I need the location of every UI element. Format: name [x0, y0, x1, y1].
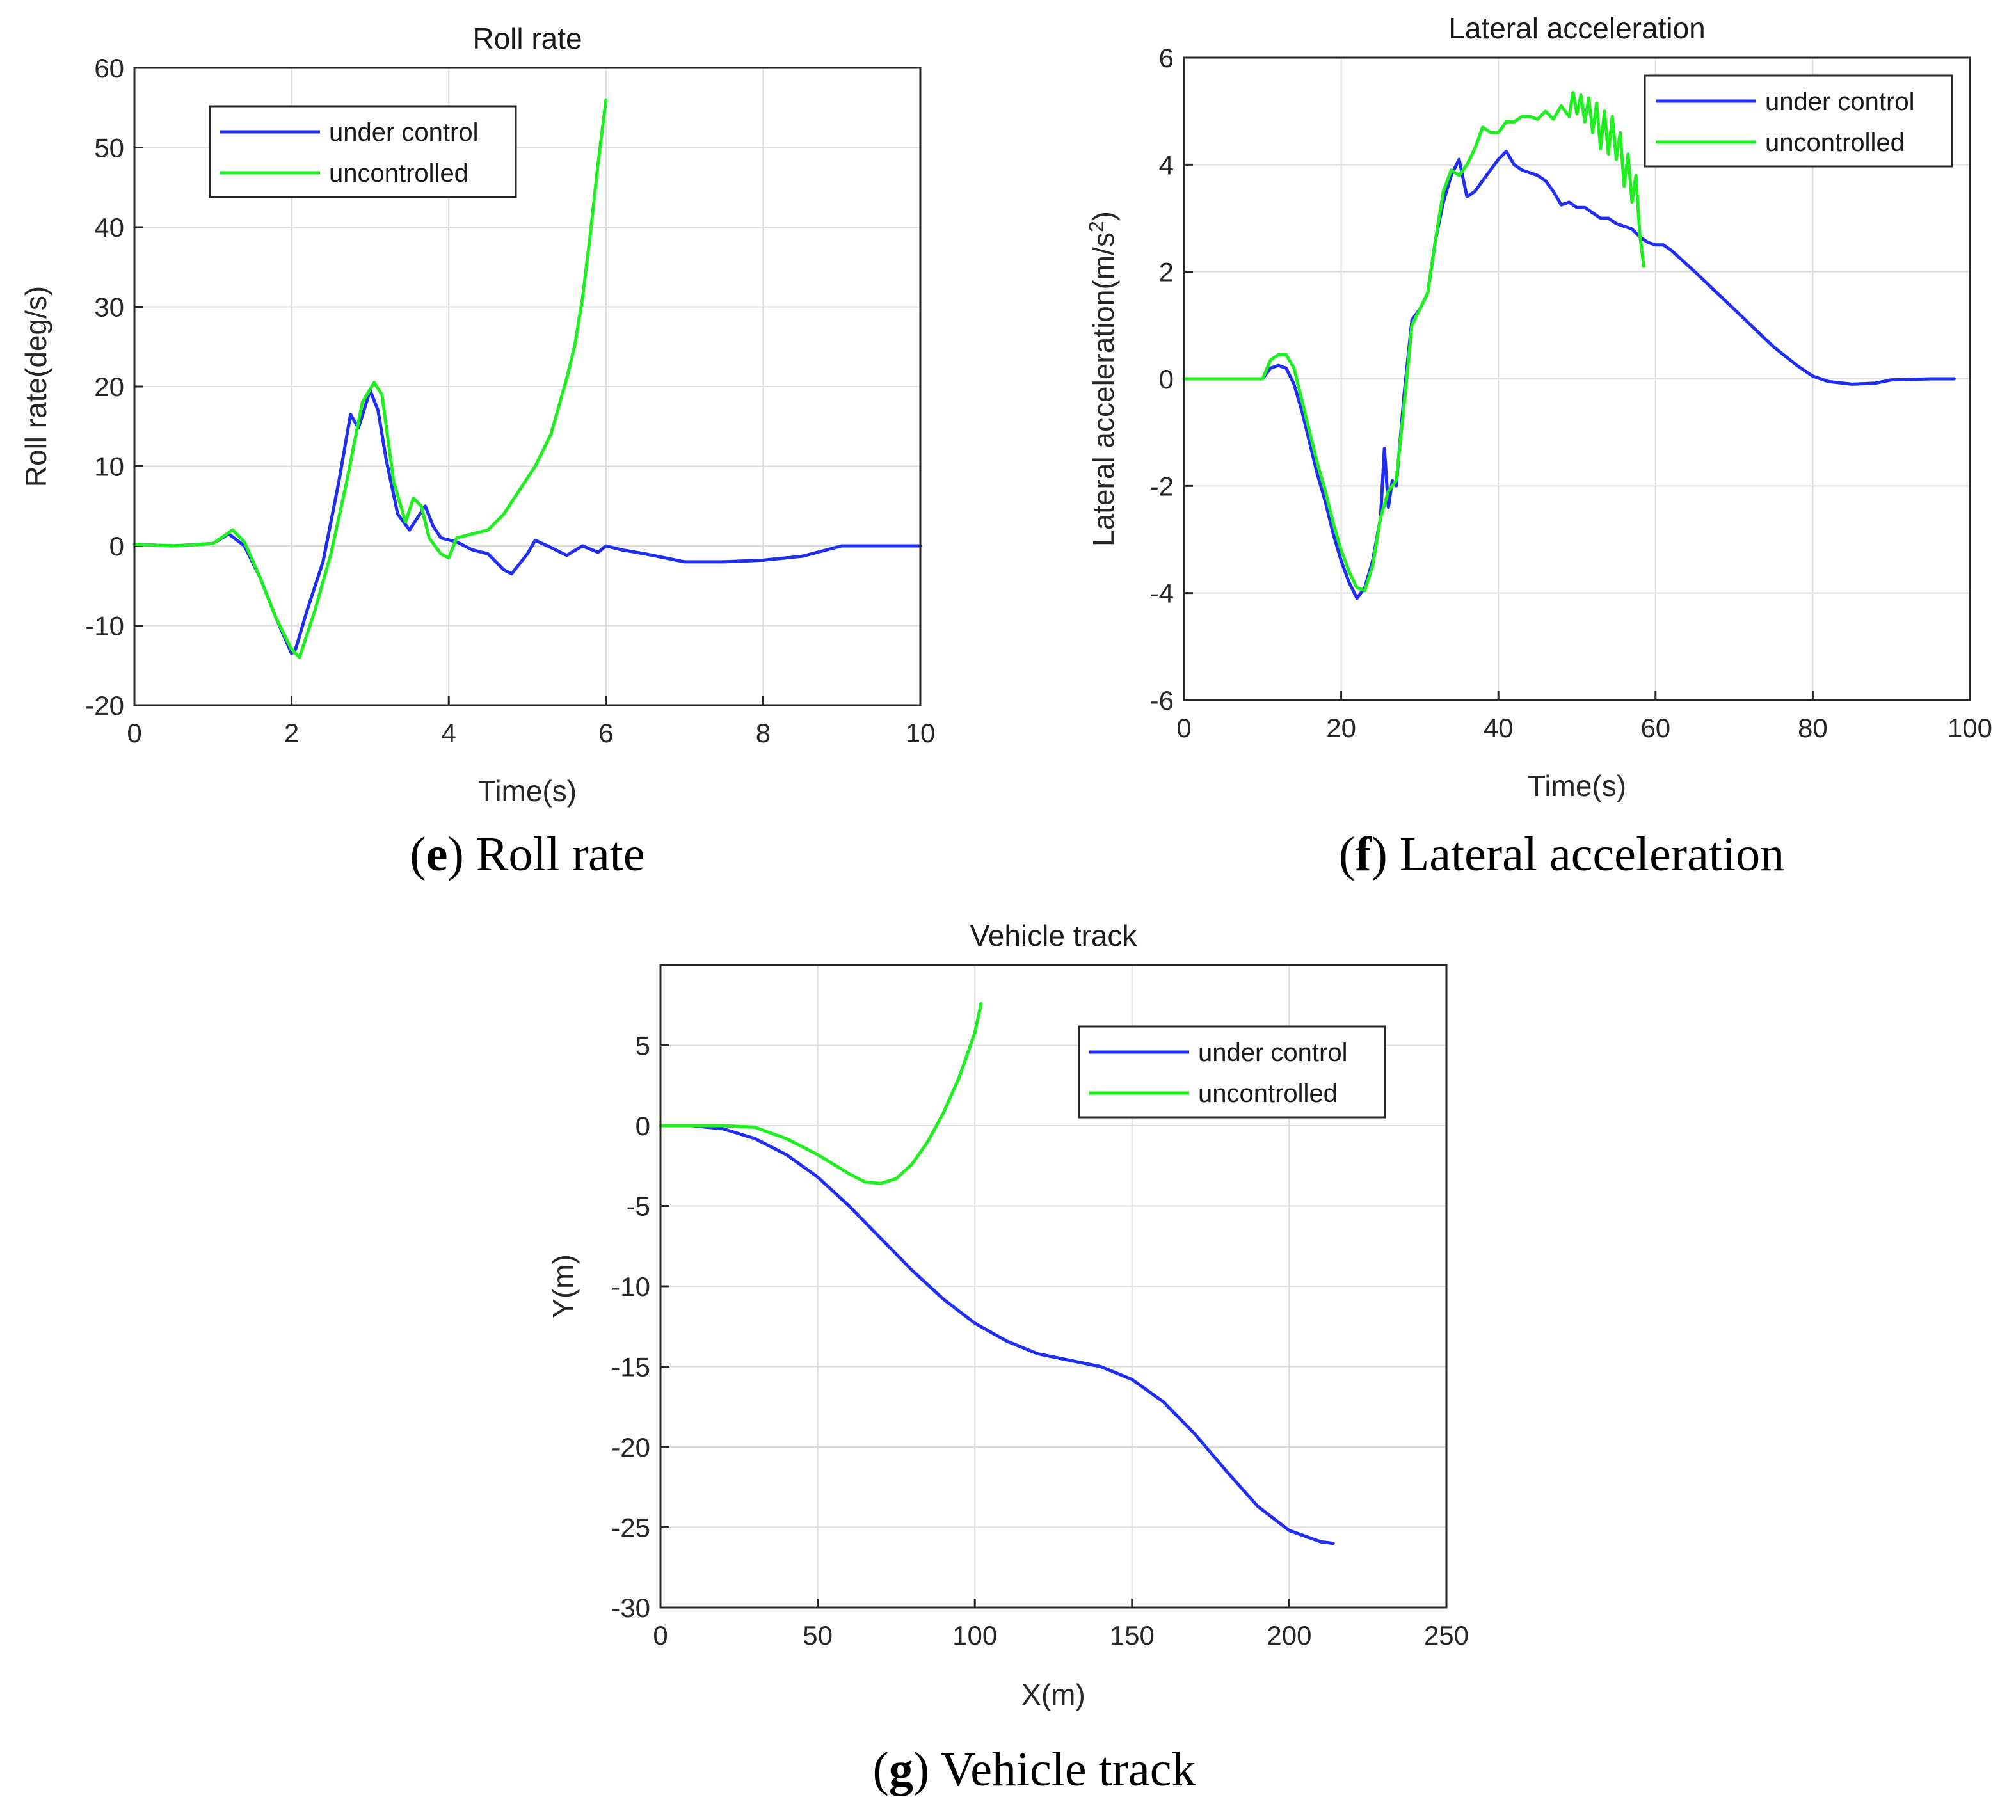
roll-rate-y-tick-label: -10 [85, 611, 124, 641]
roll-rate-y-tick-label: 50 [94, 133, 124, 163]
roll-rate-y-axis-label: Roll rate(deg/s) [19, 286, 52, 487]
roll-rate-caption-text: Roll rate [464, 827, 645, 881]
roll-rate-plot-frame [133, 67, 922, 706]
lateral-acceleration-x-tick-label: 60 [1640, 713, 1670, 743]
vehicle-track-tick-labels: 0 50 100 150 200 250 -30 -25 -20 -15 -10 -5 0 5 [611, 1031, 1469, 1651]
vehicle-track-x-tick-label: 50 [803, 1620, 833, 1650]
lateral-acceleration-y-tick-label: -4 [1150, 579, 1174, 609]
vehicle-track-series-under-control-line [659, 1124, 1335, 1545]
roll-rate-legend-label-under-control: under control [329, 118, 478, 147]
roll-rate-panel: 0 2 4 6 8 10 -20 -10 0 10 20 30 40 50 60 Roll rate Tim… [19, 22, 935, 881]
vehicle-track-y-axis-label: Y(m) [547, 1254, 580, 1318]
lateral-acceleration-x-tick-label: 40 [1484, 713, 1514, 743]
vehicle-track-y-tick-label: -10 [611, 1272, 650, 1302]
lateral-acceleration-series-under-control-line [1182, 149, 1956, 600]
roll-rate-y-tick-label: 40 [94, 212, 124, 243]
vehicle-track-x-tick-label: 250 [1424, 1620, 1469, 1650]
roll-rate-caption-letter: e [426, 827, 448, 881]
lateral-acceleration-x-tick-label: 80 [1798, 713, 1828, 743]
vehicle-track-y-tick-label: -20 [611, 1432, 650, 1462]
roll-rate-x-tick-label: 4 [442, 718, 456, 748]
lateral-acceleration-plot-frame [1183, 56, 1971, 701]
vehicle-track-x-tick-label: 150 [1110, 1620, 1155, 1650]
vehicle-track-panel: 0 50 100 150 200 250 -30 -25 -20 -15 -10 -5 0 5 Vehic… [547, 919, 1469, 1796]
vehicle-track-legend: under control uncontrolled [1078, 1025, 1386, 1119]
lateral-acceleration-y-label-close: ) [1087, 211, 1120, 221]
vehicle-track-caption: (g) Vehicle track [872, 1743, 1196, 1796]
lateral-acceleration-tick-labels: 0 20 40 60 80 100 -6 -4 -2 0 2 4 6 [1150, 43, 1992, 743]
vehicle-track-y-tick-label: -30 [611, 1593, 650, 1623]
vehicle-track-y-tick-label: -25 [611, 1513, 650, 1543]
lateral-acceleration-y-tick-label: -2 [1150, 471, 1174, 501]
roll-rate-legend-box [209, 105, 517, 198]
lateral-acceleration-legend-box [1644, 74, 1953, 168]
lateral-acceleration-panel: 0 20 40 60 80 100 -6 -4 -2 0 2 4 6 Lateral accelerat… [1085, 12, 1992, 881]
roll-rate-title: Roll rate [472, 22, 582, 55]
lateral-acceleration-y-tick-label: 4 [1159, 150, 1174, 180]
roll-rate-y-tick-label: -20 [85, 690, 124, 721]
lateral-acceleration-legend-label-uncontrolled: uncontrolled [1765, 129, 1905, 157]
roll-rate-x-axis-label: Time(s) [478, 774, 577, 808]
roll-rate-y-tick-label: 60 [94, 53, 124, 83]
roll-rate-caption: (e) Roll rate [410, 827, 644, 881]
roll-rate-x-tick-label: 8 [756, 718, 771, 748]
vehicle-track-title: Vehicle track [970, 919, 1138, 952]
vehicle-track-series [659, 1002, 1335, 1545]
roll-rate-x-tick-label: 6 [598, 718, 613, 748]
lateral-acceleration-x-tick-label: 100 [1948, 713, 1992, 743]
lateral-acceleration-caption-text: Lateral acceleration [1388, 827, 1784, 881]
vehicle-track-legend-label-uncontrolled: uncontrolled [1198, 1080, 1338, 1108]
vehicle-track-y-tick-label: -5 [627, 1192, 650, 1222]
vehicle-track-x-tick-label: 0 [653, 1620, 668, 1650]
vehicle-track-y-tick-label: 5 [636, 1031, 650, 1061]
roll-rate-legend: under control uncontrolled [209, 105, 517, 198]
roll-rate-series-under-control-line [132, 388, 922, 655]
lateral-acceleration-x-tick-label: 20 [1326, 713, 1356, 743]
lateral-acceleration-x-tick-label: 0 [1176, 713, 1191, 743]
roll-rate-y-tick-label: 10 [94, 452, 124, 482]
roll-rate-legend-label-uncontrolled: uncontrolled [329, 159, 468, 188]
lateral-acceleration-y-label-main: Lateral acceleration(m/s [1087, 232, 1120, 547]
lateral-acceleration-title: Lateral acceleration [1448, 12, 1705, 45]
vehicle-track-legend-box [1078, 1025, 1386, 1119]
vehicle-track-legend-label-under-control: under control [1198, 1039, 1347, 1067]
lateral-acceleration-caption: (f) Lateral acceleration [1339, 827, 1784, 881]
roll-rate-x-tick-label: 0 [127, 718, 141, 748]
roll-rate-x-tick-label: 10 [906, 718, 936, 748]
roll-rate-tick-labels: 0 2 4 6 8 10 -20 -10 0 10 20 30 40 50 60 [85, 53, 935, 748]
lateral-acceleration-series [1182, 90, 1956, 600]
vehicle-track-series-uncontrolled-line [659, 1002, 983, 1185]
vehicle-track-plot-frame [659, 964, 1448, 1609]
roll-rate-y-tick-label: 30 [94, 292, 124, 323]
roll-rate-x-tick-label: 2 [284, 718, 299, 748]
lateral-acceleration-y-axis-label: Lateral acceleration(m/s2) [1085, 211, 1120, 547]
lateral-acceleration-y-tick-label: 6 [1159, 43, 1174, 73]
vehicle-track-x-axis-label: X(m) [1021, 1678, 1085, 1711]
lateral-acceleration-y-tick-label: 2 [1159, 257, 1174, 287]
lateral-acceleration-caption-letter: f [1355, 827, 1372, 881]
vehicle-track-x-tick-label: 100 [952, 1620, 997, 1650]
lateral-acceleration-y-label-superscript: 2 [1085, 221, 1108, 232]
vehicle-track-y-tick-label: -15 [611, 1352, 650, 1382]
lateral-acceleration-y-tick-label: -6 [1150, 685, 1174, 715]
lateral-acceleration-legend-label-under-control: under control [1765, 88, 1914, 116]
roll-rate-y-tick-label: 20 [94, 372, 124, 402]
lateral-acceleration-x-axis-label: Time(s) [1528, 769, 1626, 802]
lateral-acceleration-y-tick-label: 0 [1159, 364, 1174, 394]
vehicle-track-caption-letter: g [889, 1743, 913, 1796]
roll-rate-series [132, 98, 922, 659]
roll-rate-series-uncontrolled-line [132, 98, 608, 659]
lateral-acceleration-legend: under control uncontrolled [1644, 74, 1953, 168]
vehicle-track-x-tick-label: 200 [1267, 1620, 1311, 1650]
lateral-acceleration-gridlines [1184, 58, 1970, 700]
roll-rate-y-tick-label: 0 [109, 531, 124, 561]
lateral-acceleration-series-uncontrolled-line [1182, 90, 1645, 592]
vehicle-track-y-tick-label: 0 [636, 1111, 650, 1141]
vehicle-track-caption-text: Vehicle track [929, 1743, 1196, 1796]
